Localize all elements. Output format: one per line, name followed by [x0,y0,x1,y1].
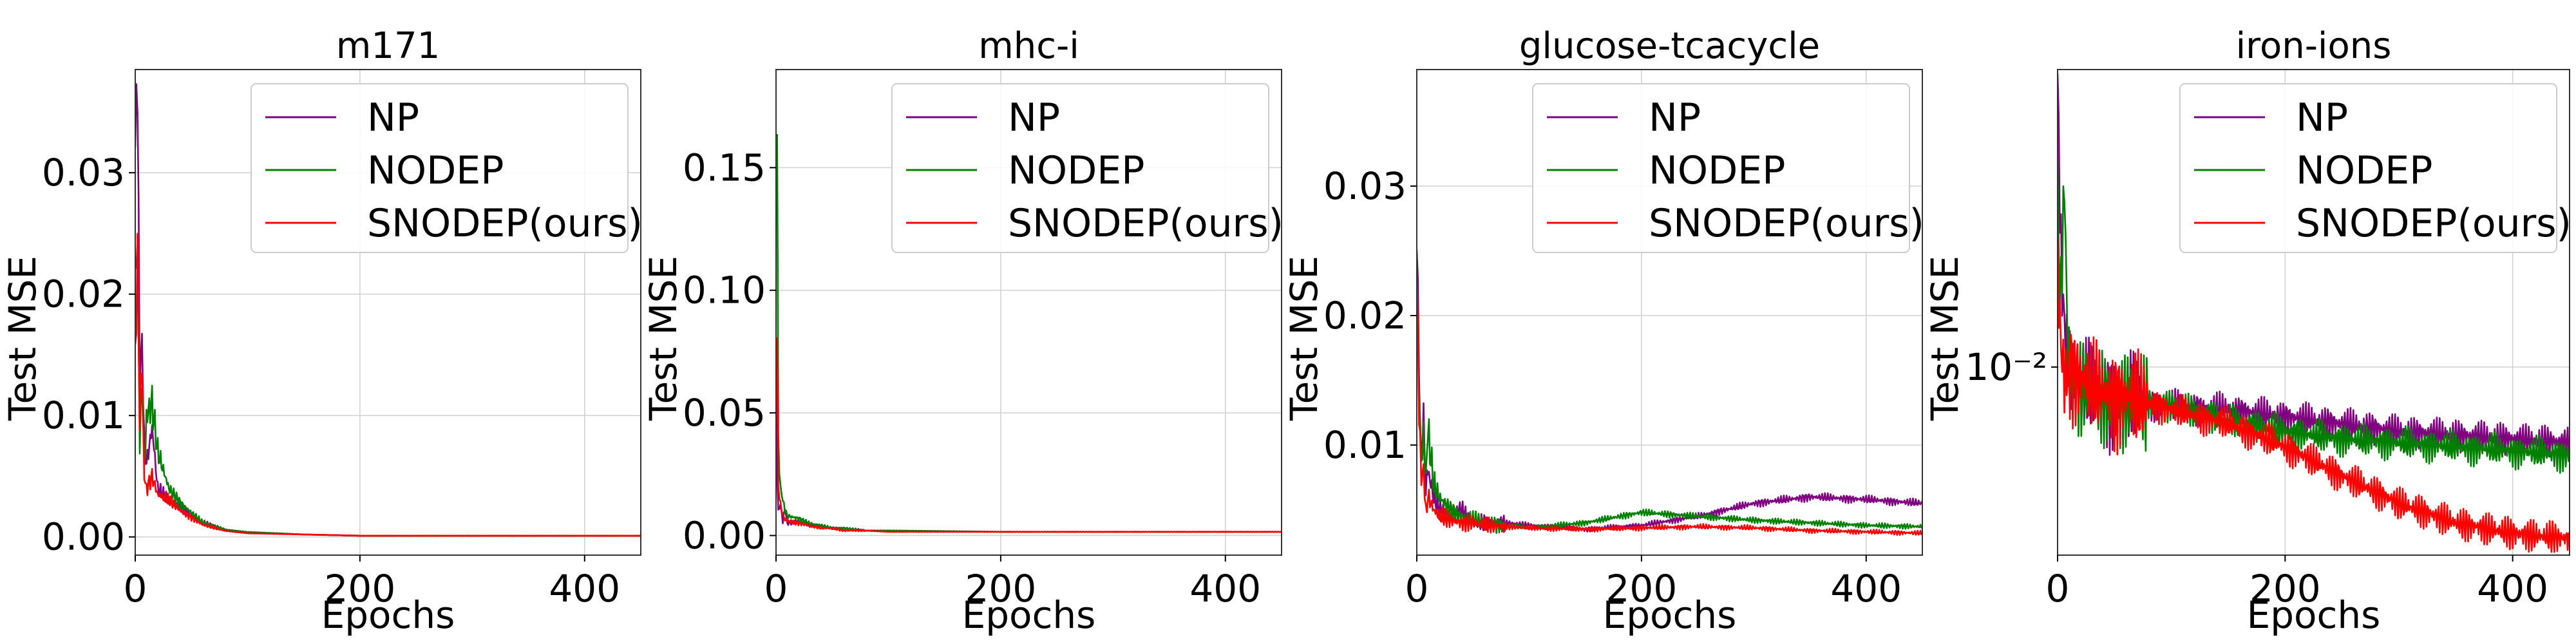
legend-label: NP [1008,95,1060,140]
y-axis-label: Test MSE [1923,256,1967,421]
x-tick-label: 400 [549,567,620,611]
legend-label: NP [2296,95,2348,140]
legend-box [891,83,1269,253]
legend: NP NODEP SNODEP(ours) [251,83,643,253]
y-tick-label: 10⁻² [1965,345,2047,389]
plot-frame [775,69,1282,556]
chart-panel-1: 0 200 400 0.00 0.01 0.02 0.03 m171 Epochs Test MS… [1,25,643,637]
legend: NP NODEP SNODEP(ours) [2179,83,2571,253]
legend-label: SNODEP(ours) [2296,201,2571,246]
x-tick-label: 200 [325,567,396,611]
series-group [135,83,641,537]
legend-label: NP [1649,95,1701,140]
x-tick-label: 400 [1830,567,1902,611]
legend-label: NP [367,95,419,140]
chart-panel-4: 0 200 400 10⁻² iron-ions Epochs Test MSE NP NODE… [1923,25,2571,637]
legend-box [2179,83,2557,253]
series-group [2058,73,2570,553]
y-axis-label: Test MSE [1282,256,1326,421]
x-axis-label: Epochs [2247,593,2381,637]
x-axis-label: Epochs [1603,593,1737,637]
plot-frame [1416,69,1923,556]
legend-label: SNODEP(ours) [367,201,643,246]
series-line-snodep-ours- [776,337,1282,533]
plot-frame [2057,69,2570,556]
legend-label: NODEP [367,148,504,193]
chart-title: m171 [336,25,440,67]
y-tick-label: 0.01 [1323,423,1406,467]
y-tick-label: 0.05 [683,391,766,435]
series-line-snodep-ours- [2058,235,2570,553]
y-tick-label: 0.03 [1323,164,1406,208]
x-tick-label: 0 [124,567,147,611]
series-line-snodep-ours- [135,232,641,537]
series-line-nodep [1417,325,1922,535]
y-tick-label: 0.15 [683,146,766,189]
x-tick-label: 400 [1189,567,1261,611]
legend-label: SNODEP(ours) [1008,201,1283,246]
y-tick-label: 0.01 [42,393,125,437]
legend-box [251,83,629,253]
chart-title: iron-ions [2236,25,2392,67]
plot-frame [135,69,641,556]
y-tick-label: 0.00 [42,515,125,559]
series-group [776,134,1282,533]
x-tick-label: 0 [764,567,788,611]
series-line-np [1417,250,1922,533]
x-axis-label: Epochs [962,593,1096,637]
legend: NP NODEP SNODEP(ours) [891,83,1283,253]
series-line-np [776,401,1282,533]
chart-panel-3: 0 200 400 0.01 0.02 0.03 glucose-tcacycle Epoch… [1282,25,1924,637]
chart-title: mhc-i [978,25,1079,67]
y-axis-label: Test MSE [641,256,685,421]
x-tick-label: 0 [1405,567,1429,611]
legend-label: NODEP [1649,148,1785,193]
legend-label: NODEP [2296,148,2432,193]
x-tick-label: 200 [1606,567,1678,611]
y-tick-label: 0.02 [1323,294,1406,337]
legend-label: SNODEP(ours) [1649,201,1924,246]
series-line-nodep [135,240,641,537]
chart-panel-2: 0 200 400 0.00 0.05 0.10 0.15 mhc-i Epochs Test M… [641,25,1283,637]
x-tick-label: 200 [2249,567,2321,611]
y-tick-label: 0.10 [683,269,766,312]
y-tick-label: 0.02 [42,272,125,316]
legend-label: NODEP [1008,148,1144,193]
series-group [1417,250,1922,536]
chart-title: glucose-tcacycle [1519,25,1820,67]
y-tick-label: 0.03 [42,151,125,194]
y-tick-label: 0.00 [683,514,766,558]
y-axis-label: Test MSE [1,256,44,421]
x-tick-label: 200 [965,567,1037,611]
series-line-snodep-ours- [1417,276,1922,536]
x-axis-label: Epochs [321,593,455,637]
legend: NP NODEP SNODEP(ours) [1532,83,1924,253]
x-tick-label: 0 [2046,567,2070,611]
legend-box [1532,83,1910,253]
x-tick-label: 400 [2477,567,2548,611]
